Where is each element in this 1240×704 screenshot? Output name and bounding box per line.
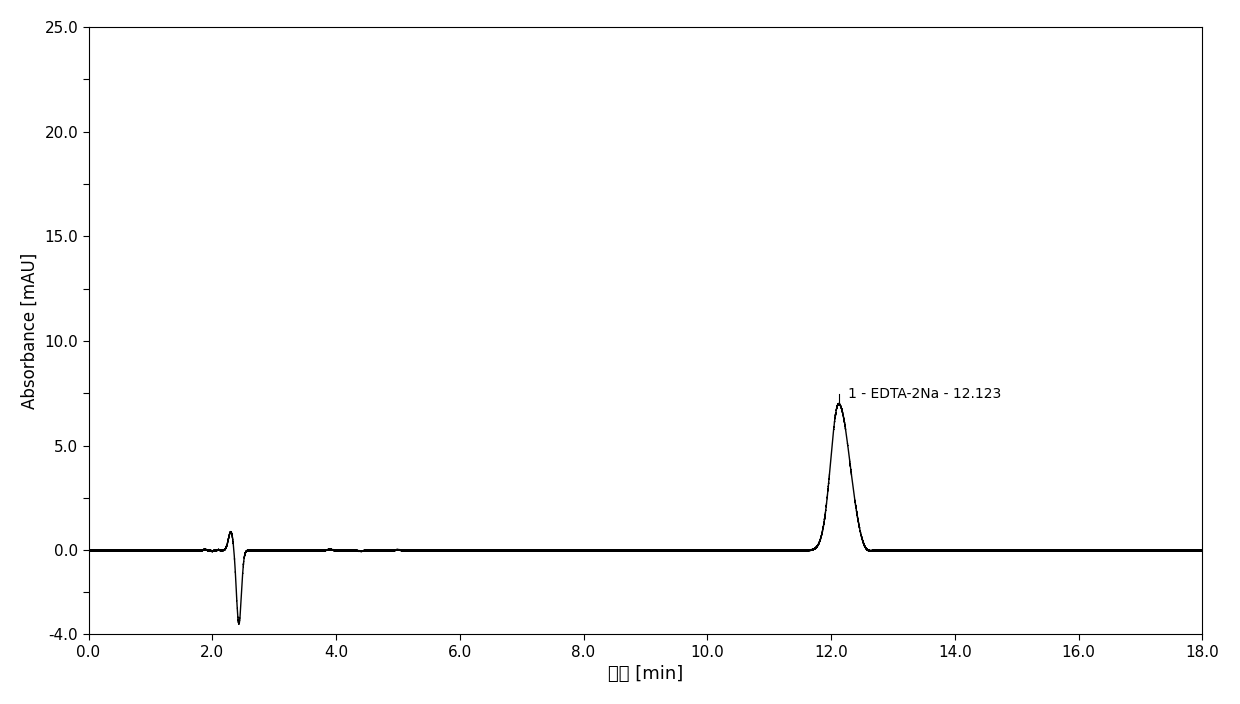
Text: 1 - EDTA-2Na - 12.123: 1 - EDTA-2Na - 12.123 <box>848 386 1001 401</box>
Y-axis label: Absorbance [mAU]: Absorbance [mAU] <box>21 253 38 408</box>
X-axis label: 时间 [min]: 时间 [min] <box>608 665 683 683</box>
